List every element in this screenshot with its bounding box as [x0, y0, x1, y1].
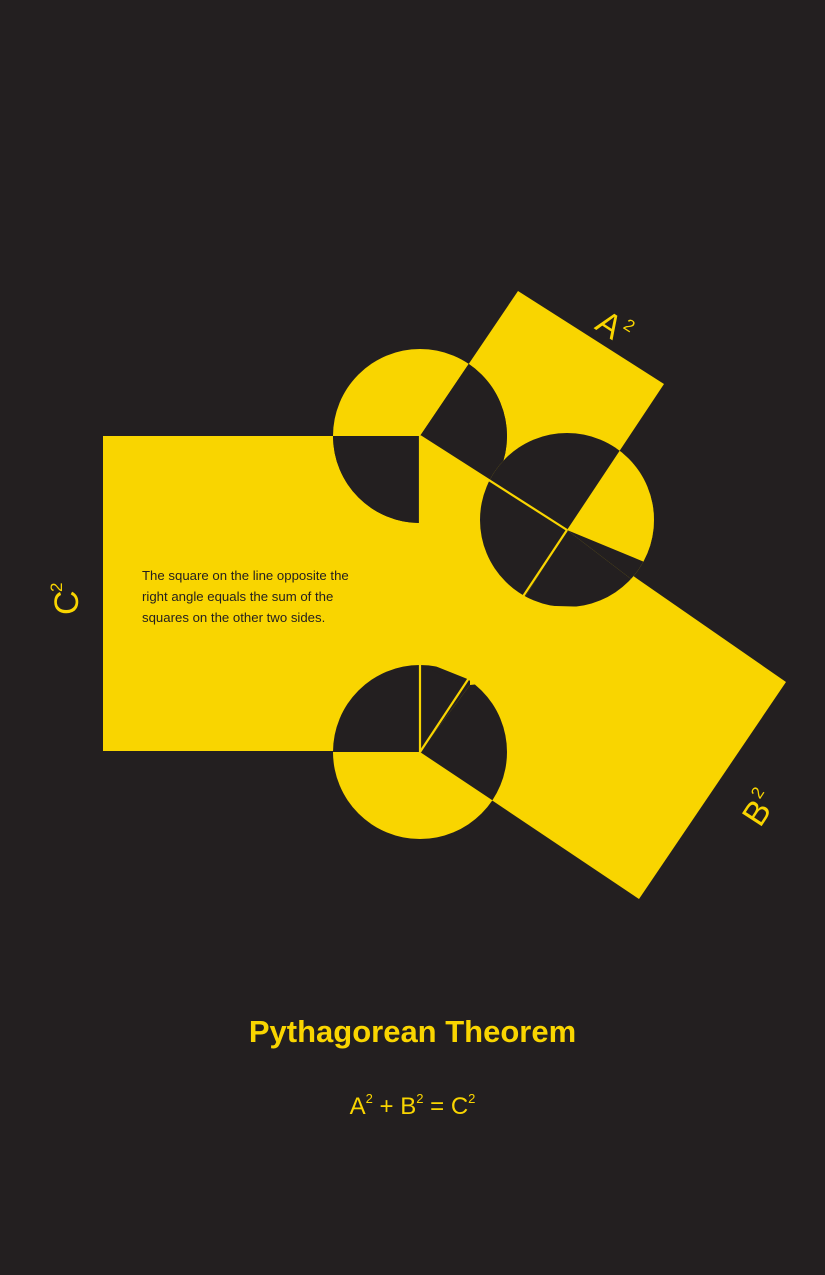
label-c-squared: C 2 — [47, 583, 86, 615]
description-line-3: squares on the other two sides. — [142, 610, 326, 625]
equation-c-exponent: 2 — [468, 1091, 476, 1106]
equation-equals: = — [430, 1093, 445, 1120]
svg-text:2: 2 — [47, 583, 66, 592]
equation-a-exponent: 2 — [365, 1091, 373, 1106]
triangle-edges — [418, 435, 568, 753]
square-b — [420, 530, 786, 899]
description-line-2: right angle equals the sum of the — [142, 589, 334, 604]
page-title: Pythagorean Theorem — [248, 1014, 577, 1049]
svg-text:B: B — [735, 793, 779, 833]
equation-c: C — [450, 1093, 469, 1120]
equation: A2 + B2 = C2 — [0, 1091, 825, 1121]
equation-b-exponent: 2 — [416, 1091, 424, 1106]
label-b-squared: B 2 — [735, 784, 779, 833]
equation-plus: + — [379, 1093, 394, 1120]
equation-b: B — [400, 1093, 417, 1120]
description-line-1: The square on the line opposite the — [142, 568, 349, 583]
equation-a: A — [349, 1093, 366, 1120]
angle-circle-right — [480, 433, 654, 607]
theorem-description: The square on the line opposite the righ… — [142, 565, 382, 628]
svg-text:C: C — [48, 590, 86, 615]
